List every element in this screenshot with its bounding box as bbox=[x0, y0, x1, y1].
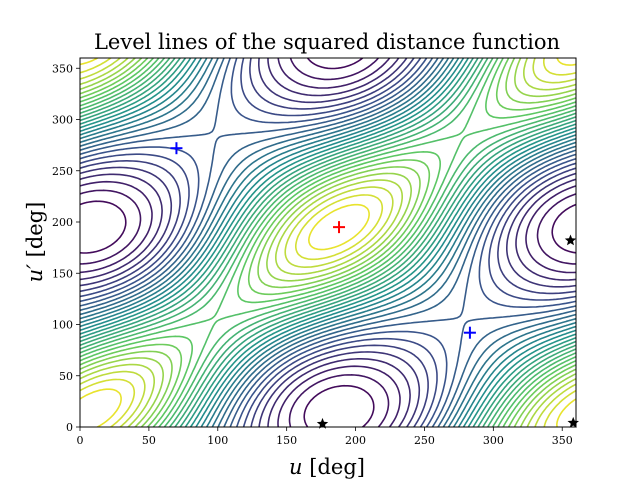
y-tick-label: 250 bbox=[52, 165, 73, 178]
chart-title: Level lines of the squared distance func… bbox=[94, 30, 560, 54]
y-tick-label: 50 bbox=[59, 370, 73, 383]
saddle-marker bbox=[564, 234, 577, 246]
x-tick-label: 150 bbox=[276, 434, 297, 447]
y-tick-label: 200 bbox=[52, 216, 73, 229]
contour-level bbox=[80, 58, 576, 427]
contour-level bbox=[80, 58, 576, 427]
x-tick-label: 50 bbox=[142, 434, 156, 447]
axis-ticks: 0 50 100 150 200 250 300 350 0 50 100 150 200 250 300 3… bbox=[52, 62, 573, 447]
contour-level bbox=[80, 58, 576, 427]
contour-level bbox=[80, 58, 576, 427]
contour-level bbox=[80, 58, 576, 427]
contour-level bbox=[80, 58, 576, 427]
critical-point-markers bbox=[170, 142, 579, 429]
contour-level bbox=[80, 58, 576, 427]
contour-level bbox=[80, 58, 576, 427]
y-tick-label: 0 bbox=[66, 421, 73, 434]
contour-level bbox=[80, 58, 576, 427]
contour-level bbox=[80, 58, 576, 427]
contour-level bbox=[80, 58, 576, 427]
contour-level bbox=[80, 58, 576, 427]
contour-level bbox=[80, 58, 576, 427]
contour-level bbox=[80, 58, 576, 427]
contour-level bbox=[80, 58, 576, 427]
y-tick-label: 100 bbox=[52, 319, 73, 332]
x-tick-label: 0 bbox=[77, 434, 84, 447]
x-tick-label: 350 bbox=[552, 434, 573, 447]
x-tick-label: 300 bbox=[483, 434, 504, 447]
contour-level bbox=[80, 58, 576, 427]
saddle-marker bbox=[567, 416, 579, 428]
x-axis-label: u [deg] bbox=[289, 455, 365, 479]
y-axis-label: u′ [deg] bbox=[23, 202, 47, 283]
contour-level bbox=[80, 58, 576, 427]
contour-level bbox=[80, 58, 576, 427]
contour-level bbox=[80, 58, 576, 427]
contour-level bbox=[80, 58, 576, 427]
y-tick-label: 300 bbox=[52, 114, 73, 127]
contour-level bbox=[80, 58, 576, 427]
plot-frame bbox=[79, 57, 577, 428]
x-tick-label: 200 bbox=[345, 434, 366, 447]
minimum-marker bbox=[170, 142, 183, 155]
contour-level bbox=[80, 58, 576, 427]
contour-lines bbox=[80, 58, 576, 427]
contour-level bbox=[80, 58, 576, 427]
contour-level bbox=[80, 58, 576, 427]
minimum-marker bbox=[463, 326, 476, 339]
contour-level bbox=[80, 58, 576, 427]
saddle-marker bbox=[316, 417, 329, 429]
x-tick-label: 250 bbox=[414, 434, 435, 447]
maximum-marker bbox=[333, 221, 346, 234]
x-tick-label: 100 bbox=[207, 434, 228, 447]
y-tick-label: 350 bbox=[52, 62, 73, 75]
contour-level bbox=[80, 58, 576, 427]
contour-level bbox=[80, 58, 576, 427]
y-tick-label: 150 bbox=[52, 267, 73, 280]
